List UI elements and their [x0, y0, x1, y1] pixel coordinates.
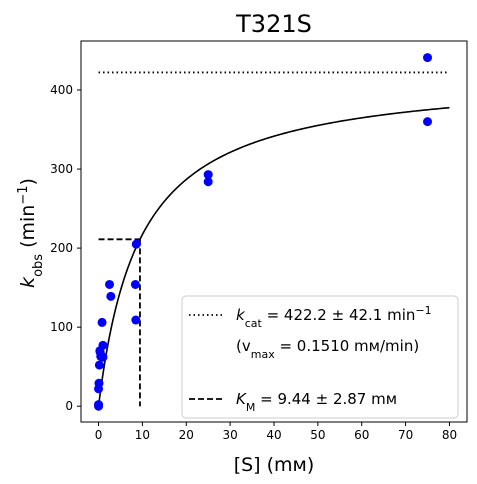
data-point — [94, 378, 104, 388]
x-tick-label: 70 — [398, 428, 413, 442]
y-tick-label: 0 — [65, 399, 73, 413]
y-tick-label: 200 — [50, 241, 73, 255]
chart-title: T321S — [235, 10, 312, 38]
data-point — [423, 117, 433, 127]
y-axis-label: kobs (min−1) — [16, 178, 46, 288]
x-axis-label: [S] (mм) — [234, 454, 315, 476]
data-point — [131, 239, 141, 249]
x-tick-label: 20 — [179, 428, 194, 442]
data-point — [94, 400, 104, 410]
data-point — [131, 315, 141, 325]
legend-kcat-label: kcat = 422.2 ± 42.1 min−1 — [236, 304, 432, 330]
data-point — [98, 352, 108, 362]
legend: kcat = 422.2 ± 42.1 min−1 (vmax = 0.1510… — [181, 295, 459, 419]
x-tick-label: 30 — [222, 428, 237, 442]
data-point — [203, 177, 213, 187]
data-point — [94, 360, 104, 370]
x-tick-label: 0 — [95, 428, 103, 442]
plot-area — [94, 53, 450, 411]
x-tick-label: 50 — [310, 428, 325, 442]
y-tick-label: 100 — [50, 320, 73, 334]
legend-km-label: KM = 9.44 ± 2.87 mм — [236, 390, 397, 414]
fit-curve — [97, 106, 450, 407]
data-point — [105, 279, 115, 289]
data-point — [130, 279, 140, 289]
legend-box — [181, 295, 459, 419]
legend-vmax-label: (vmax = 0.1510 mм/min) — [236, 337, 419, 361]
x-tick-label: 40 — [266, 428, 281, 442]
x-tick-label: 60 — [354, 428, 369, 442]
data-point — [97, 317, 107, 327]
x-tick-label: 80 — [442, 428, 457, 442]
data-point — [106, 291, 116, 301]
y-tick-label: 300 — [50, 162, 73, 176]
y-tick-label: 400 — [50, 83, 73, 97]
data-point — [203, 170, 213, 180]
data-point — [98, 340, 108, 350]
data-point — [423, 53, 433, 63]
x-tick-label: 10 — [135, 428, 150, 442]
axes: 0 10 20 30 40 50 60 70 80 0 100 200 300 400 — [50, 40, 468, 442]
